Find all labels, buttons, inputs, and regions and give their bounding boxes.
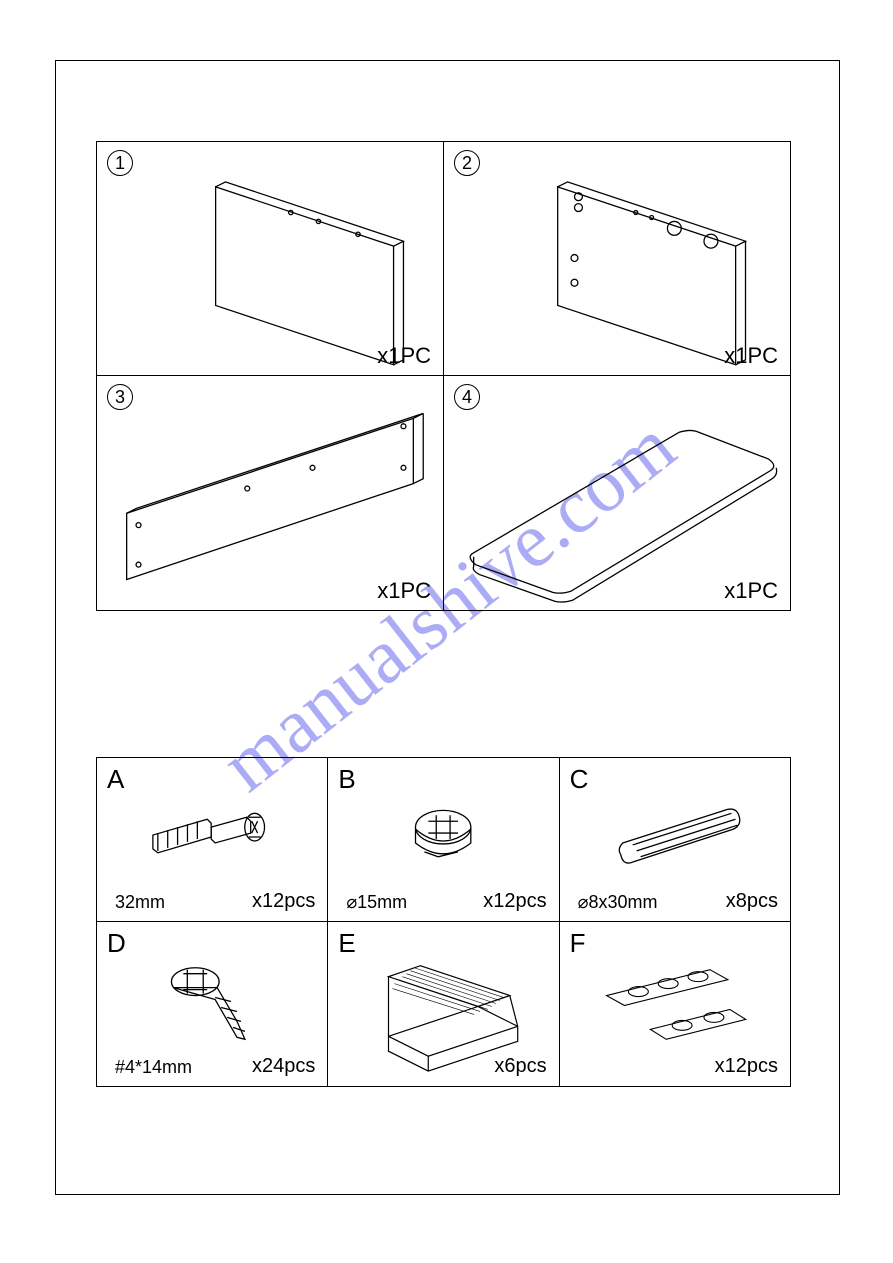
hardware-grid: A 32mm x12pcs B (96, 757, 791, 1087)
hw-cell-A: A 32mm x12pcs (97, 758, 328, 921)
hw-cell-B: B ⌀15mm x12pcs (328, 758, 559, 921)
hw-cell-E: E x6 (328, 922, 559, 1086)
hw-size-A: 32mm (115, 892, 165, 913)
hw-qty-D: x24pcs (252, 1055, 315, 1078)
part-drawing-top-shelf (444, 376, 790, 610)
part-cell-4: 4 x1PC (444, 376, 790, 610)
part-drawing-long-rail (97, 376, 443, 610)
part-qty-1: x1PC (377, 343, 431, 369)
hw-size-B: ⌀15mm (346, 892, 407, 913)
hw-qty-F: x12pcs (715, 1055, 778, 1078)
parts-row-2: 3 x1PC 4 (97, 376, 790, 610)
hw-size-D: #4*14mm (115, 1057, 192, 1078)
hw-row-2: D #4*14mm x24pcs E (97, 922, 790, 1086)
part-drawing-panel-holes (444, 142, 790, 375)
part-cell-1: 1 x1PC (97, 142, 444, 375)
part-qty-4: x1PC (724, 578, 778, 604)
hw-qty-B: x12pcs (483, 890, 546, 913)
hw-row-1: A 32mm x12pcs B (97, 758, 790, 922)
hw-qty-A: x12pcs (252, 890, 315, 913)
hw-qty-E: x6pcs (494, 1055, 546, 1078)
parts-row-1: 1 x1PC 2 (97, 142, 790, 376)
hw-qty-C: x8pcs (726, 890, 778, 913)
hw-size-C: ⌀8x30mm (578, 892, 658, 913)
hw-cell-D: D #4*14mm x24pcs (97, 922, 328, 1086)
part-qty-3: x1PC (377, 578, 431, 604)
part-drawing-panel-plain (97, 142, 443, 375)
parts-grid: 1 x1PC 2 (96, 141, 791, 611)
part-cell-2: 2 x1PC (444, 142, 790, 375)
part-cell-3: 3 x1PC (97, 376, 444, 610)
hw-cell-F: F x12pcs (560, 922, 790, 1086)
hw-cell-C: C ⌀8x30mm x8pcs (560, 758, 790, 921)
part-qty-2: x1PC (724, 343, 778, 369)
page-frame: manualshive.com 1 x1PC (55, 60, 840, 1195)
